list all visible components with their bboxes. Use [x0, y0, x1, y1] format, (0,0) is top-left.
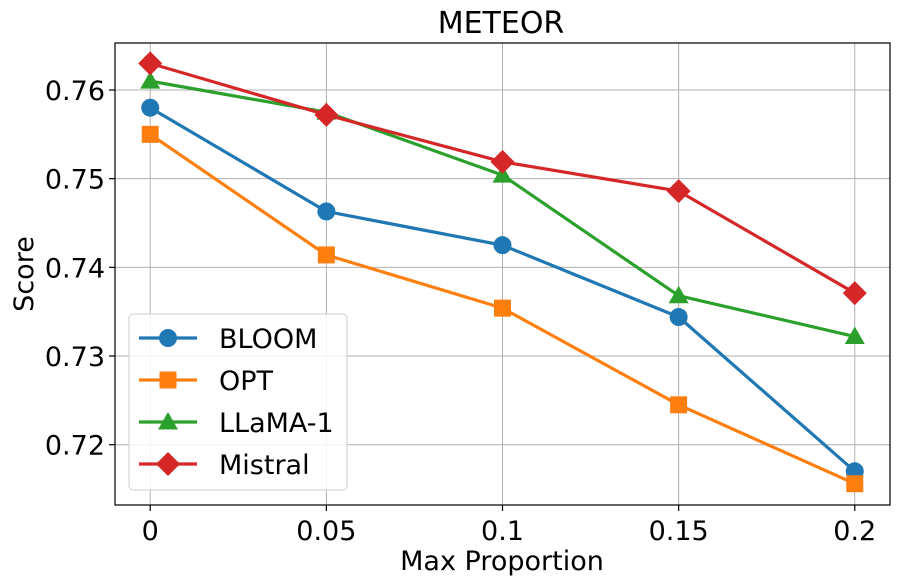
y-tick-label: 0.76: [45, 76, 105, 107]
data-point-bloom: [317, 202, 336, 221]
x-tick-label: 0.15: [649, 516, 709, 547]
legend-entry-opt: OPT: [139, 366, 274, 397]
data-point-mistral: [490, 149, 515, 174]
legend-entry-bloom: BLOOM: [139, 324, 317, 355]
data-point-bloom: [669, 308, 688, 327]
data-point-bloom: [493, 236, 512, 255]
x-tick-label: 0: [142, 516, 159, 547]
y-tick-label: 0.75: [45, 165, 105, 196]
x-axis-ticks: 0 0.05 0.1 0.15 0.2: [142, 505, 876, 547]
x-tick-label: 0.05: [296, 516, 356, 547]
data-point-mistral: [138, 51, 163, 76]
data-point-mistral: [842, 281, 867, 306]
y-axis-ticks: 0.72 0.73 0.74 0.75 0.76: [45, 76, 115, 462]
y-tick-label: 0.72: [45, 431, 105, 462]
series-layer: [138, 51, 867, 493]
data-point-bloom: [141, 98, 160, 117]
y-tick-label: 0.74: [45, 253, 105, 284]
data-point-llama-1: [492, 165, 513, 183]
series-llama-1: [140, 71, 865, 345]
data-point-llama-1: [844, 326, 865, 345]
legend-label-opt: OPT: [219, 366, 274, 397]
chart-title: METEOR: [438, 6, 565, 41]
data-point-llama-1: [668, 285, 689, 304]
legend-marker-opt: [159, 371, 177, 389]
data-point-opt: [141, 125, 159, 143]
legend-marker-bloom: [159, 329, 177, 347]
legend: BLOOM OPT LLaMA-1 Mistral: [128, 313, 348, 491]
data-point-opt: [494, 299, 511, 317]
y-axis-label: Score: [9, 236, 40, 312]
data-point-mistral: [666, 179, 691, 204]
legend-label-llama-1: LLaMA-1: [219, 408, 334, 439]
data-point-mistral: [314, 102, 339, 127]
data-point-opt: [670, 396, 688, 414]
legend-entry-mistral: Mistral: [139, 450, 310, 481]
series-opt: [141, 125, 864, 493]
legend-marker-llama-1: [158, 412, 178, 430]
x-tick-label: 0.2: [833, 516, 876, 547]
legend-marker-mistral: [156, 452, 180, 476]
x-tick-label: 0.1: [481, 516, 524, 547]
data-point-llama-1: [140, 71, 161, 89]
y-tick-label: 0.73: [45, 342, 105, 373]
series-bloom: [141, 98, 864, 481]
legend-label-bloom: BLOOM: [219, 324, 317, 355]
legend-box: [128, 313, 348, 491]
legend-entry-llama-1: LLaMA-1: [139, 408, 334, 439]
series-mistral: [138, 51, 867, 306]
data-point-opt: [846, 475, 864, 493]
data-point-opt: [317, 246, 335, 264]
x-axis-label: Max Proportion: [400, 546, 604, 577]
legend-label-mistral: Mistral: [219, 450, 310, 481]
